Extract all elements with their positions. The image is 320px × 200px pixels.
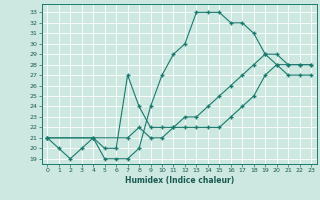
X-axis label: Humidex (Indice chaleur): Humidex (Indice chaleur) (124, 176, 234, 185)
